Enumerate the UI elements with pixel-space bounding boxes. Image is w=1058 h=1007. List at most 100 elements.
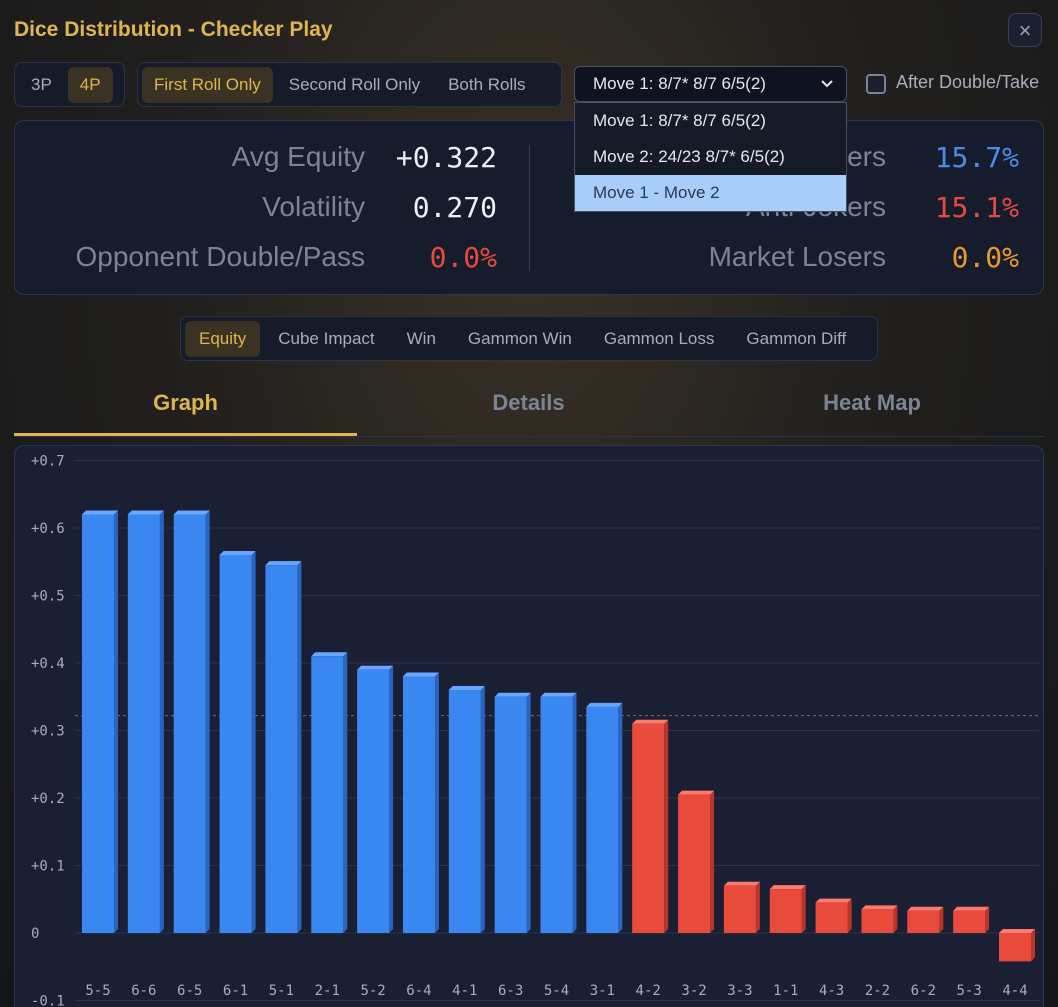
x-tick-label: 5-1 bbox=[269, 983, 294, 999]
roll-toggle: First Roll Only Second Roll Only Both Ro… bbox=[137, 62, 562, 107]
move-dropdown: Move 1: 8/7* 8/7 6/5(2) Move 2: 24/23 8/… bbox=[574, 102, 847, 212]
bar-side bbox=[526, 692, 531, 933]
x-tick-label: 4-3 bbox=[819, 983, 844, 999]
x-tick-label: 5-2 bbox=[360, 983, 385, 999]
bar-top bbox=[82, 510, 118, 515]
y-tick-label: +0.2 bbox=[31, 791, 65, 807]
bar-top bbox=[219, 551, 256, 555]
bar bbox=[907, 910, 940, 933]
opp-double-label: Opponent Double/Pass bbox=[75, 241, 365, 272]
bar bbox=[219, 555, 252, 933]
close-button[interactable]: × bbox=[1008, 13, 1042, 47]
anti-jokers-value: 15.1% bbox=[934, 191, 1019, 224]
x-tick-label: 2-2 bbox=[865, 983, 890, 999]
avg-equity-value: +0.322 bbox=[395, 141, 497, 174]
tab-heatmap[interactable]: Heat Map bbox=[823, 390, 921, 415]
bar-top bbox=[632, 719, 669, 724]
bar-side bbox=[1031, 929, 1035, 962]
bar-top bbox=[357, 665, 394, 670]
bar-side bbox=[205, 510, 210, 933]
bar bbox=[769, 889, 802, 933]
y-tick-label: +0.4 bbox=[31, 656, 65, 672]
bar-side bbox=[343, 652, 348, 933]
bar-top bbox=[678, 790, 715, 795]
x-tick-label: 2-1 bbox=[315, 983, 340, 999]
toggle-4p[interactable]: 4P bbox=[67, 66, 113, 103]
y-tick-label: +0.6 bbox=[31, 521, 65, 537]
bar-side bbox=[985, 906, 990, 933]
after-double-label[interactable]: After Double/Take bbox=[896, 72, 1040, 92]
bar-top bbox=[769, 885, 806, 890]
bar-side bbox=[389, 665, 394, 933]
x-tick-label: 5-4 bbox=[544, 983, 569, 999]
close-icon: × bbox=[1018, 18, 1032, 43]
x-tick-label: 4-1 bbox=[452, 983, 477, 999]
metric-tab-win[interactable]: Win bbox=[406, 328, 436, 348]
metric-tabs: Equity Cube Impact Win Gammon Win Gammon… bbox=[180, 316, 878, 361]
x-tick-label: 3-3 bbox=[727, 983, 752, 999]
metric-tab-gammon-loss[interactable]: Gammon Loss bbox=[603, 328, 715, 348]
y-tick-label: +0.3 bbox=[31, 724, 65, 740]
toggle-second-roll[interactable]: Second Roll Only bbox=[288, 74, 421, 94]
chevron-down-icon bbox=[820, 67, 834, 114]
move-option-diff[interactable]: Move 1 - Move 2 bbox=[575, 175, 846, 211]
toggle-3p[interactable]: 3P bbox=[31, 74, 52, 94]
bar-top bbox=[907, 906, 944, 911]
stats-divider bbox=[529, 145, 530, 271]
bar bbox=[311, 656, 344, 933]
bar bbox=[953, 910, 986, 933]
dialog-title: Dice Distribution - Checker Play bbox=[14, 18, 333, 41]
y-tick-label: 0 bbox=[31, 926, 39, 942]
x-tick-label: 6-3 bbox=[498, 983, 523, 999]
bar bbox=[999, 933, 1031, 962]
volatility-value: 0.270 bbox=[412, 191, 497, 224]
bar-top bbox=[999, 929, 1035, 933]
bar-top bbox=[448, 686, 485, 690]
bar-side bbox=[480, 686, 485, 933]
bar-top bbox=[723, 881, 760, 886]
move-option-1[interactable]: Move 1: 8/7* 8/7 6/5(2) bbox=[593, 111, 766, 130]
bar bbox=[265, 565, 298, 933]
move-select[interactable]: Move 1: 8/7* 8/7 6/5(2) bbox=[574, 66, 847, 102]
jokers-value: 15.7% bbox=[934, 141, 1019, 174]
stats-panel: Avg Equity +0.322 Volatility 0.270 Oppon… bbox=[14, 120, 1044, 295]
tab-graph[interactable]: Graph bbox=[14, 380, 357, 436]
metric-tab-cube-impact[interactable]: Cube Impact bbox=[278, 328, 375, 348]
bar-top bbox=[173, 510, 210, 515]
bar bbox=[861, 909, 894, 933]
bar-side bbox=[755, 881, 760, 933]
after-double-checkbox[interactable] bbox=[866, 74, 886, 94]
metric-tab-equity[interactable]: Equity bbox=[185, 320, 261, 357]
move-option-2[interactable]: Move 2: 24/23 8/7* 6/5(2) bbox=[593, 147, 785, 166]
bar-top bbox=[586, 702, 623, 707]
metric-tab-gammon-win[interactable]: Gammon Win bbox=[467, 328, 572, 348]
bar-side bbox=[572, 692, 577, 933]
bar bbox=[632, 723, 665, 933]
bar bbox=[494, 696, 527, 933]
bar-top bbox=[311, 652, 348, 657]
x-tick-label: 4-4 bbox=[1002, 983, 1027, 999]
bar-side bbox=[251, 551, 256, 933]
market-losers-value: 0.0% bbox=[951, 241, 1019, 274]
bar-top bbox=[127, 510, 164, 515]
y-tick-label: -0.1 bbox=[31, 994, 65, 1007]
y-tick-label: +0.1 bbox=[31, 859, 65, 875]
toggle-both-rolls[interactable]: Both Rolls bbox=[448, 74, 526, 94]
player-toggle: 3P 4P bbox=[14, 62, 125, 107]
equity-bar-chart: +0.7 +0.6 +0.5 +0.4 +0.3 +0.2 +0.1 0 -0.1 5-5 6-6 6… bbox=[31, 454, 1039, 1007]
bar-side bbox=[297, 561, 302, 933]
bar-side bbox=[159, 510, 164, 933]
move-select-value: Move 1: 8/7* 8/7 6/5(2) bbox=[593, 74, 766, 93]
volatility-label: Volatility bbox=[262, 191, 365, 222]
bar-side bbox=[114, 510, 118, 933]
bar bbox=[402, 676, 435, 933]
market-losers-label: Market Losers bbox=[708, 241, 886, 272]
bar-side bbox=[893, 905, 898, 933]
bar bbox=[540, 696, 573, 933]
bar-side bbox=[434, 672, 439, 933]
bar-side bbox=[618, 702, 623, 933]
tab-details[interactable]: Details bbox=[492, 390, 565, 415]
x-tick-label: 5-5 bbox=[85, 983, 110, 999]
metric-tab-gammon-diff[interactable]: Gammon Diff bbox=[746, 328, 847, 348]
toggle-first-roll[interactable]: First Roll Only bbox=[142, 66, 273, 103]
